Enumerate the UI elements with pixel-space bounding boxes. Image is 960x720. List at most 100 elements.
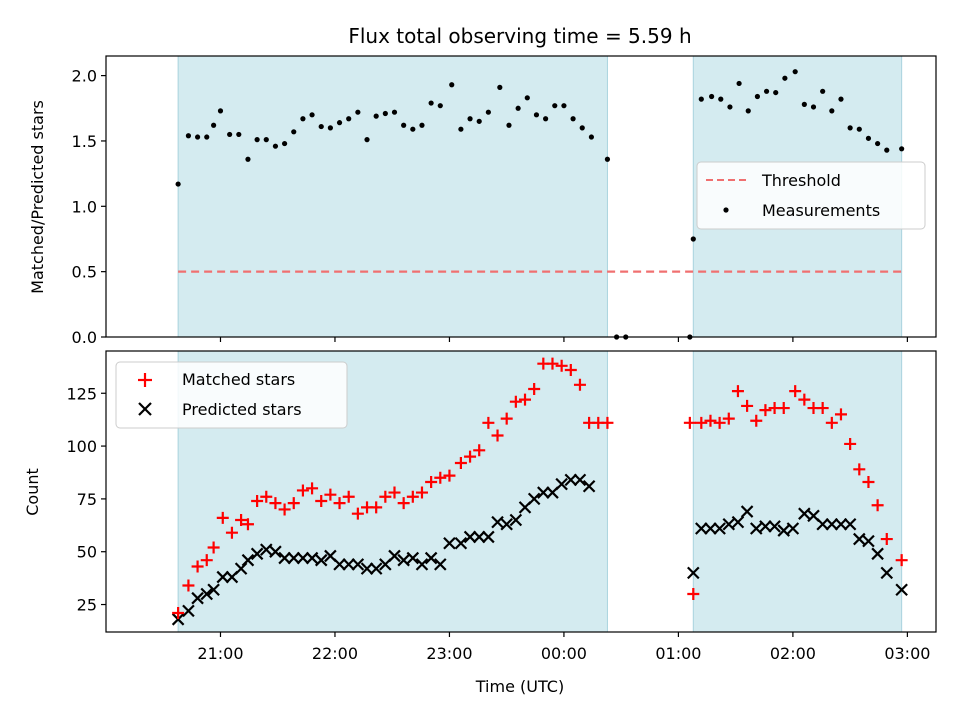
bottom-y-ticks: 25 50 75 100 125 [66,384,106,615]
top-legend-box [696,161,926,230]
measurement-point-15 [309,112,315,118]
top-y-tick-label-2: 1.0 [72,197,97,216]
measurement-point-65 [829,108,835,114]
matched-point-6 [225,526,238,539]
measurement-point-4 [211,122,217,128]
matched-point-33 [473,444,486,457]
matched-point-3 [200,554,213,567]
top-x-ticks [219,337,908,342]
matched-point-42 [555,359,568,372]
x-tick-label-6: 03:00 [884,644,930,663]
measurement-point-40 [543,116,549,122]
matched-point-10 [260,490,273,503]
bottom-y-axis-label: Count [23,468,42,516]
predicted-point-45 [582,479,596,493]
top-plot-frame [105,55,937,338]
matched-point-61 [798,393,811,406]
measurement-point-51 [698,96,704,102]
predicted-point-47 [695,522,708,535]
legend-measurements-label: Measurements [762,201,880,220]
matched-point-37 [509,395,522,408]
predicted-point-40 [537,486,550,499]
predicted-point-9 [250,547,264,561]
predicted-point-43 [564,473,578,487]
predicted-point-29 [434,558,447,571]
predicted-point-10 [259,543,273,556]
predicted-point-60 [816,517,829,531]
measurement-point-61 [792,69,798,75]
measurement-point-70 [875,140,881,147]
matched-point-34 [482,416,495,429]
measurement-point-9 [254,137,260,143]
top-shaded-spans [177,55,903,338]
top-y-axis-label: Matched/Predicted stars [28,100,47,294]
matched-point-63 [816,402,829,415]
measurement-point-36 [506,122,512,128]
measurement-point-41 [552,103,558,109]
matched-point-68 [862,475,875,488]
predicted-point-28 [424,551,438,565]
predicted-point-27 [415,558,429,571]
top-y-ticks: 0.0 0.5 1.0 1.5 2.0 [72,67,106,347]
predicted-point-24 [388,549,401,563]
x-axis-label: Time (UTC) [475,677,564,696]
matched-point-66 [844,437,857,450]
legend-matched-swatch [138,373,152,387]
predicted-point-49 [713,522,726,535]
predicted-point-44 [573,473,587,487]
matched-point-59 [777,402,790,415]
matched-point-53 [722,412,735,425]
predicted-point-50 [722,517,736,531]
predicted-point-1 [182,604,195,618]
predicted-point-58 [798,507,811,520]
measurement-point-59 [773,89,779,96]
top-shaded-span-0 [177,55,608,338]
measurement-point-62 [801,101,807,107]
predicted-point-26 [406,551,420,565]
measurement-point-63 [810,104,817,110]
bottom-y-tick-label-2: 75 [77,490,97,509]
measurement-point-20 [355,109,361,115]
measurement-point-22 [373,113,379,119]
matched-point-19 [342,490,355,503]
predicted-point-46 [687,566,700,580]
measurement-point-1 [185,133,192,139]
matched-point-52 [713,416,726,429]
measurement-point-35 [497,84,503,90]
matched-point-67 [853,463,866,476]
predicted-point-51 [731,515,745,529]
matched-point-11 [269,497,282,510]
measurement-point-37 [515,105,521,111]
measurement-point-43 [570,116,576,122]
matched-points [172,357,908,619]
predicted-point-65 [862,534,875,548]
measurement-point-52 [709,93,715,100]
legend-measurements-swatch [723,207,729,213]
measurement-point-66 [838,96,844,102]
measurement-point-45 [588,134,595,140]
matched-point-41 [546,357,559,370]
bottom-plot-frame [105,350,937,633]
matched-point-44 [573,378,586,391]
predicted-point-61 [825,517,839,531]
matched-point-23 [379,490,392,503]
predicted-point-64 [853,532,866,546]
predicted-point-68 [895,583,908,597]
measurement-point-42 [561,103,567,109]
measurement-point-10 [263,137,269,143]
measurement-point-25 [401,122,407,128]
predicted-point-56 [777,524,791,537]
predicted-point-52 [740,505,754,518]
measurement-point-19 [346,116,352,122]
bottom-y-tick-label-1: 50 [77,543,97,562]
top-y-tick-label-4: 2.0 [72,67,97,86]
matched-point-4 [207,541,220,554]
measurement-point-44 [579,125,585,131]
legend-threshold-label: Threshold [761,171,841,190]
chart-title: Flux total observing time = 5.59 h [348,24,691,48]
measurement-point-60 [782,75,788,81]
predicted-point-21 [360,562,374,575]
matched-point-5 [216,511,229,524]
matched-point-35 [491,429,504,442]
